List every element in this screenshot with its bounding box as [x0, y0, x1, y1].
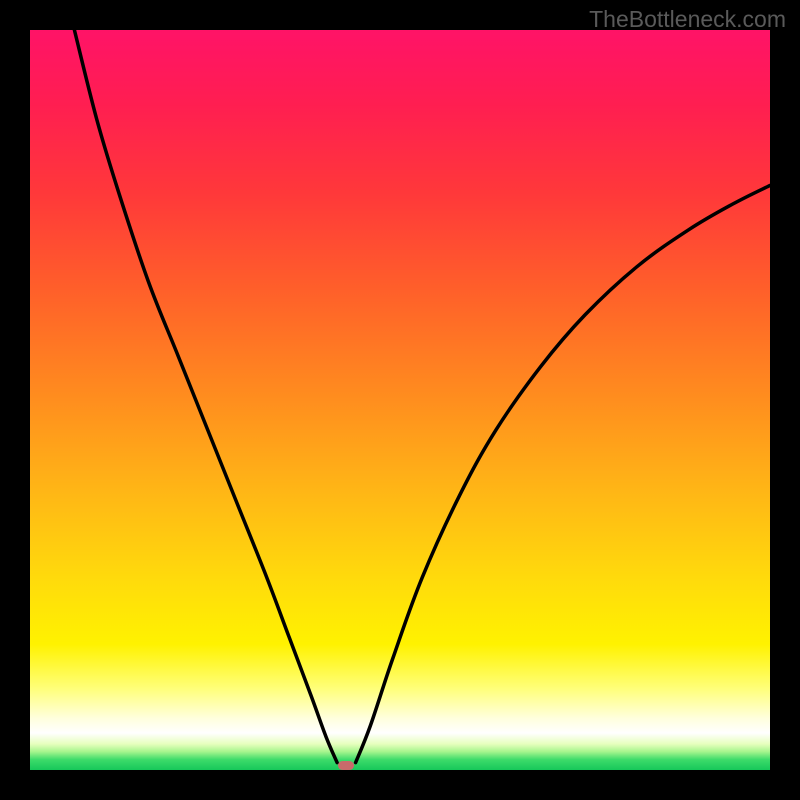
chart-plot-area — [30, 30, 770, 770]
curve-right-branch — [356, 185, 770, 762]
curve-left-branch — [74, 30, 337, 763]
watermark-text: TheBottleneck.com — [589, 6, 786, 33]
bottleneck-curve — [30, 30, 770, 770]
optimum-marker — [338, 761, 354, 770]
